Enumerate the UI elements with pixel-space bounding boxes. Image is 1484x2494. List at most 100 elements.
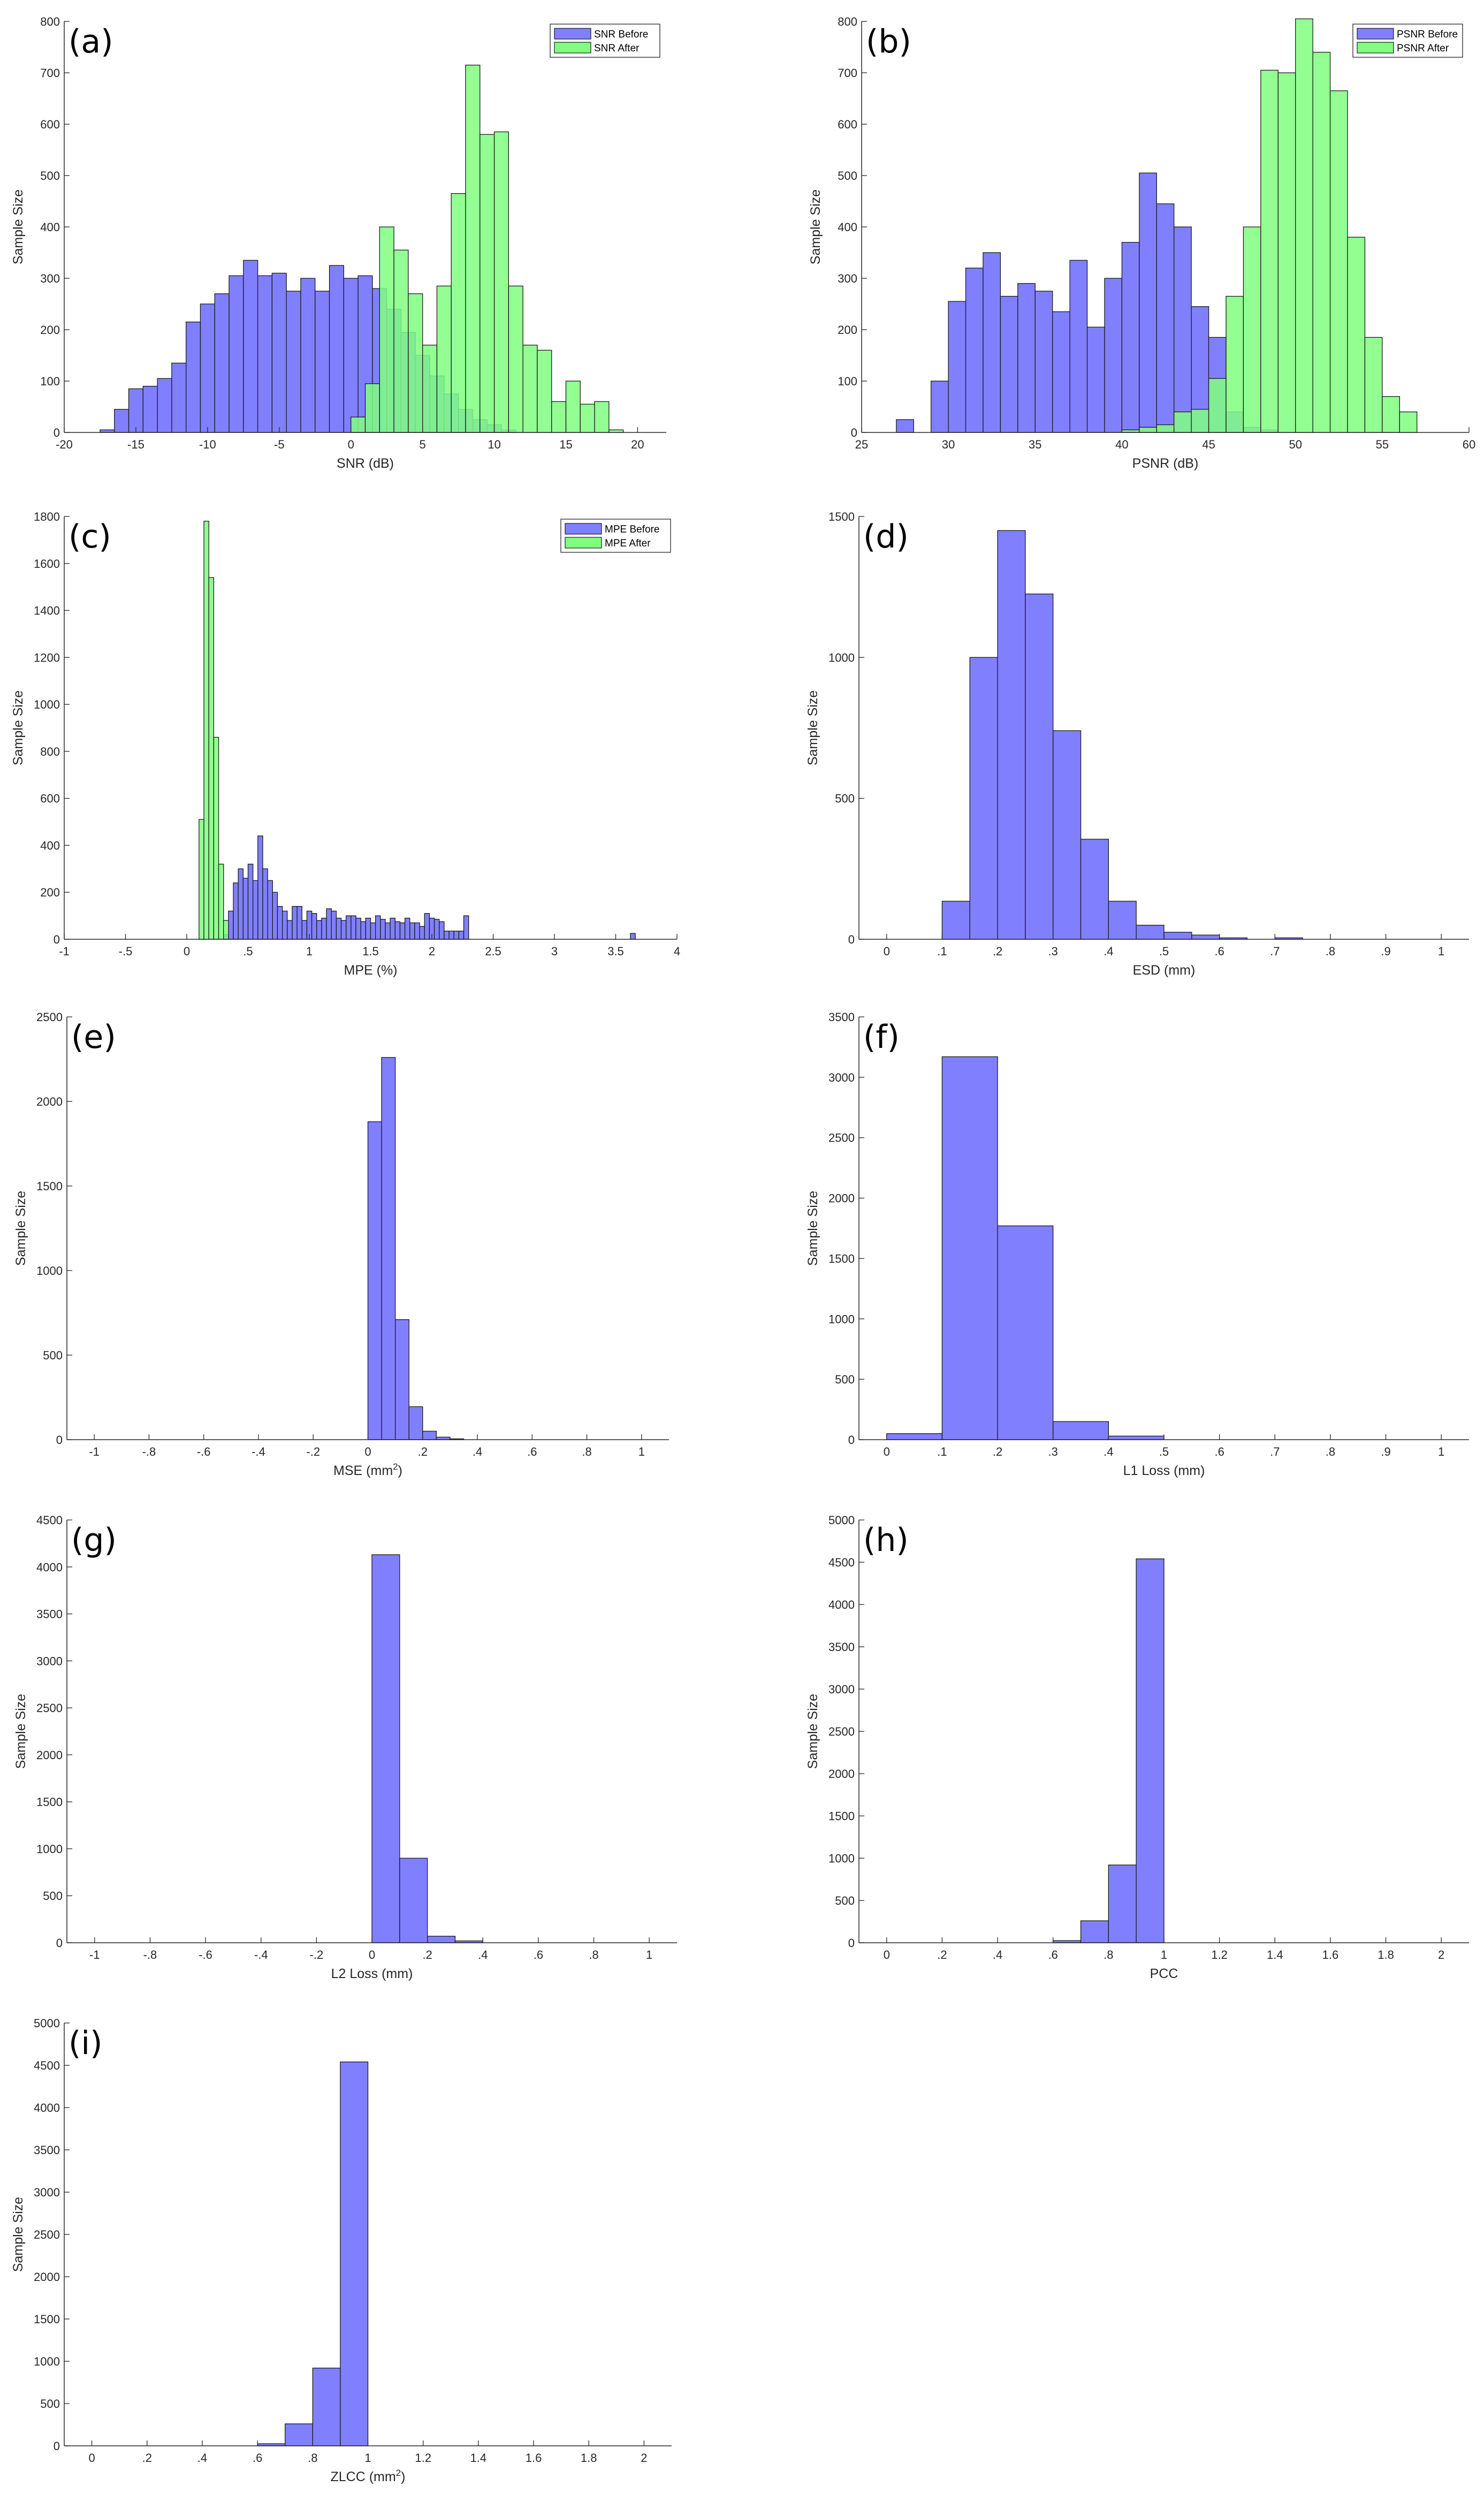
panel-label-c: (c) (69, 518, 111, 556)
x-tick-label-d: 0 (884, 945, 890, 958)
bar-c-before-20 (321, 917, 327, 940)
y-tick-label-c: 600 (40, 792, 60, 805)
y-tick-label-h: 2500 (828, 1725, 855, 1738)
bar-a-before-8 (214, 293, 230, 433)
bar-a-after-10 (493, 131, 509, 433)
x-tick-label-f: .8 (1326, 1445, 1335, 1458)
bar-b-after-15 (1382, 396, 1400, 433)
bar-b-before-3 (948, 301, 966, 433)
bar-b-before-10 (1069, 260, 1088, 433)
bar-c-before-49 (463, 915, 469, 940)
bar-c-before-8 (262, 868, 268, 940)
bar-a-after-9 (480, 134, 495, 433)
y-tick-label-c: 0 (54, 933, 60, 946)
bar-c-before-35 (394, 921, 401, 940)
bar-c-before-19 (316, 920, 322, 940)
y-tick-label-i: 500 (40, 2397, 60, 2411)
panel-e: -1 -.8 -.6 -.4 -.2 0 .2 .4 .6 .8 1 0 500 1000 1500 2000… (13, 1010, 669, 1478)
y-tick-label-g: 3000 (36, 1654, 63, 1668)
x-tick-label-i: 1.2 (415, 2451, 431, 2465)
y-tick-label-i: 0 (54, 2439, 60, 2453)
bar-b-before-7 (1017, 283, 1036, 433)
bar-c-before-7 (257, 835, 263, 940)
bar-c-before-14 (292, 906, 298, 940)
bar-c-after-3 (213, 736, 219, 940)
x-axis-label-f: L1 Loss (mm) (1123, 1463, 1205, 1478)
x-tick-label-e: -1 (89, 1445, 100, 1458)
y-tick-label-h: 3000 (828, 1683, 855, 1696)
x-tick-label-c: 4 (674, 945, 680, 958)
y-tick-label-i: 3000 (34, 2186, 60, 2199)
x-tick-label-f: .4 (1104, 1445, 1113, 1458)
x-tick-label-i: 2 (641, 2451, 647, 2465)
bar-a-after-7 (451, 193, 466, 433)
y-tick-label-i: 3500 (34, 2143, 60, 2157)
bar-d-before-5 (1080, 839, 1109, 940)
x-tick-label-g: .4 (478, 1948, 488, 1961)
legend-swatch-a-0 (554, 28, 591, 40)
x-tick-label-g: 0 (369, 1948, 375, 1961)
bar-a-after-12 (522, 345, 538, 433)
x-tick-label-d: .7 (1270, 945, 1280, 958)
bar-c-before-15 (296, 906, 302, 940)
panel-label-f: (f) (863, 1018, 900, 1056)
bar-a-before-1 (114, 409, 130, 433)
y-tick-label-i: 4500 (34, 2059, 60, 2072)
bar-b-after-5 (1208, 378, 1227, 433)
bar-c-before-9 (267, 880, 273, 940)
bar-f-before-1 (941, 1056, 998, 1440)
bar-a-before-13 (286, 291, 301, 433)
bar-b-before-2 (931, 381, 949, 433)
bar-a-before-17 (343, 278, 359, 433)
x-tick-label-i: 1 (364, 2451, 371, 2465)
bar-c-after-2 (208, 577, 215, 940)
bar-c-before-83 (630, 933, 636, 940)
bar-a-after-15 (565, 381, 581, 433)
legend-label-a-1: SNR After (594, 43, 640, 54)
x-tick-label-a: 20 (631, 438, 644, 451)
x-axis-label-e: MSE (mm2) (333, 1462, 402, 1478)
bar-a-after-14 (551, 401, 567, 433)
y-tick-label-g: 500 (43, 1889, 63, 1903)
bar-i-before-1 (285, 2423, 313, 2446)
bar-c-before-29 (365, 917, 371, 940)
x-tick-label-i: .4 (197, 2451, 207, 2465)
bar-c-before-41 (424, 913, 430, 940)
bar-f-before-3 (1053, 1421, 1109, 1440)
legend-label-c-0: MPE Before (605, 524, 659, 535)
bar-c-before-38 (409, 922, 415, 940)
bar-c-before-3 (238, 868, 243, 940)
bar-b-before-8 (1034, 291, 1053, 433)
x-tick-label-f: .1 (937, 1445, 947, 1458)
x-tick-label-f: 1 (1438, 1445, 1444, 1458)
x-tick-label-f: 0 (884, 1445, 890, 1458)
panel-i: 0 .2 .4 .6 .8 1 1.2 1.4 1.6 1.8 2 0 500 1000 1500 2000 2… (11, 2017, 672, 2484)
y-tick-label-g: 1000 (36, 1842, 63, 1856)
x-tick-label-e: .8 (582, 1445, 591, 1458)
bar-b-before-0 (896, 419, 914, 433)
bar-b-before-14 (1139, 172, 1157, 433)
legend-c: MPE Before MPE After (560, 519, 671, 553)
x-tick-label-h: 1.6 (1322, 1948, 1339, 1961)
x-tick-label-a: 15 (559, 438, 572, 451)
y-tick-label-b: 800 (838, 15, 857, 28)
bar-h-before-2 (1108, 1864, 1137, 1943)
x-tick-label-h: .4 (993, 1948, 1002, 1961)
x-tick-label-g: -.8 (143, 1948, 157, 1961)
legend-swatch-c-0 (565, 523, 602, 535)
panel-c: -1 -.5 0 .5 1 1.5 2 2.5 3 3.5 4 0 200 400 600 800 1000 12… (11, 510, 680, 978)
y-axis-label-b: Sample Size (808, 189, 823, 264)
y-tick-label-i: 1000 (34, 2355, 60, 2368)
legend-b: PSNR Before PSNR After (1352, 24, 1463, 58)
bar-a-after-0 (351, 416, 366, 433)
y-tick-label-c: 1400 (34, 604, 60, 618)
bar-b-after-2 (1156, 424, 1175, 433)
bar-c-before-5 (247, 863, 254, 940)
bar-a-before-7 (200, 303, 215, 433)
y-tick-label-e: 0 (56, 1433, 63, 1447)
y-tick-label-f: 0 (848, 1433, 855, 1447)
x-tick-label-i: 1.8 (581, 2451, 597, 2465)
x-tick-label-c: -1 (59, 945, 70, 958)
y-tick-label-b: 500 (838, 169, 857, 183)
bar-e-before-1 (381, 1057, 396, 1440)
